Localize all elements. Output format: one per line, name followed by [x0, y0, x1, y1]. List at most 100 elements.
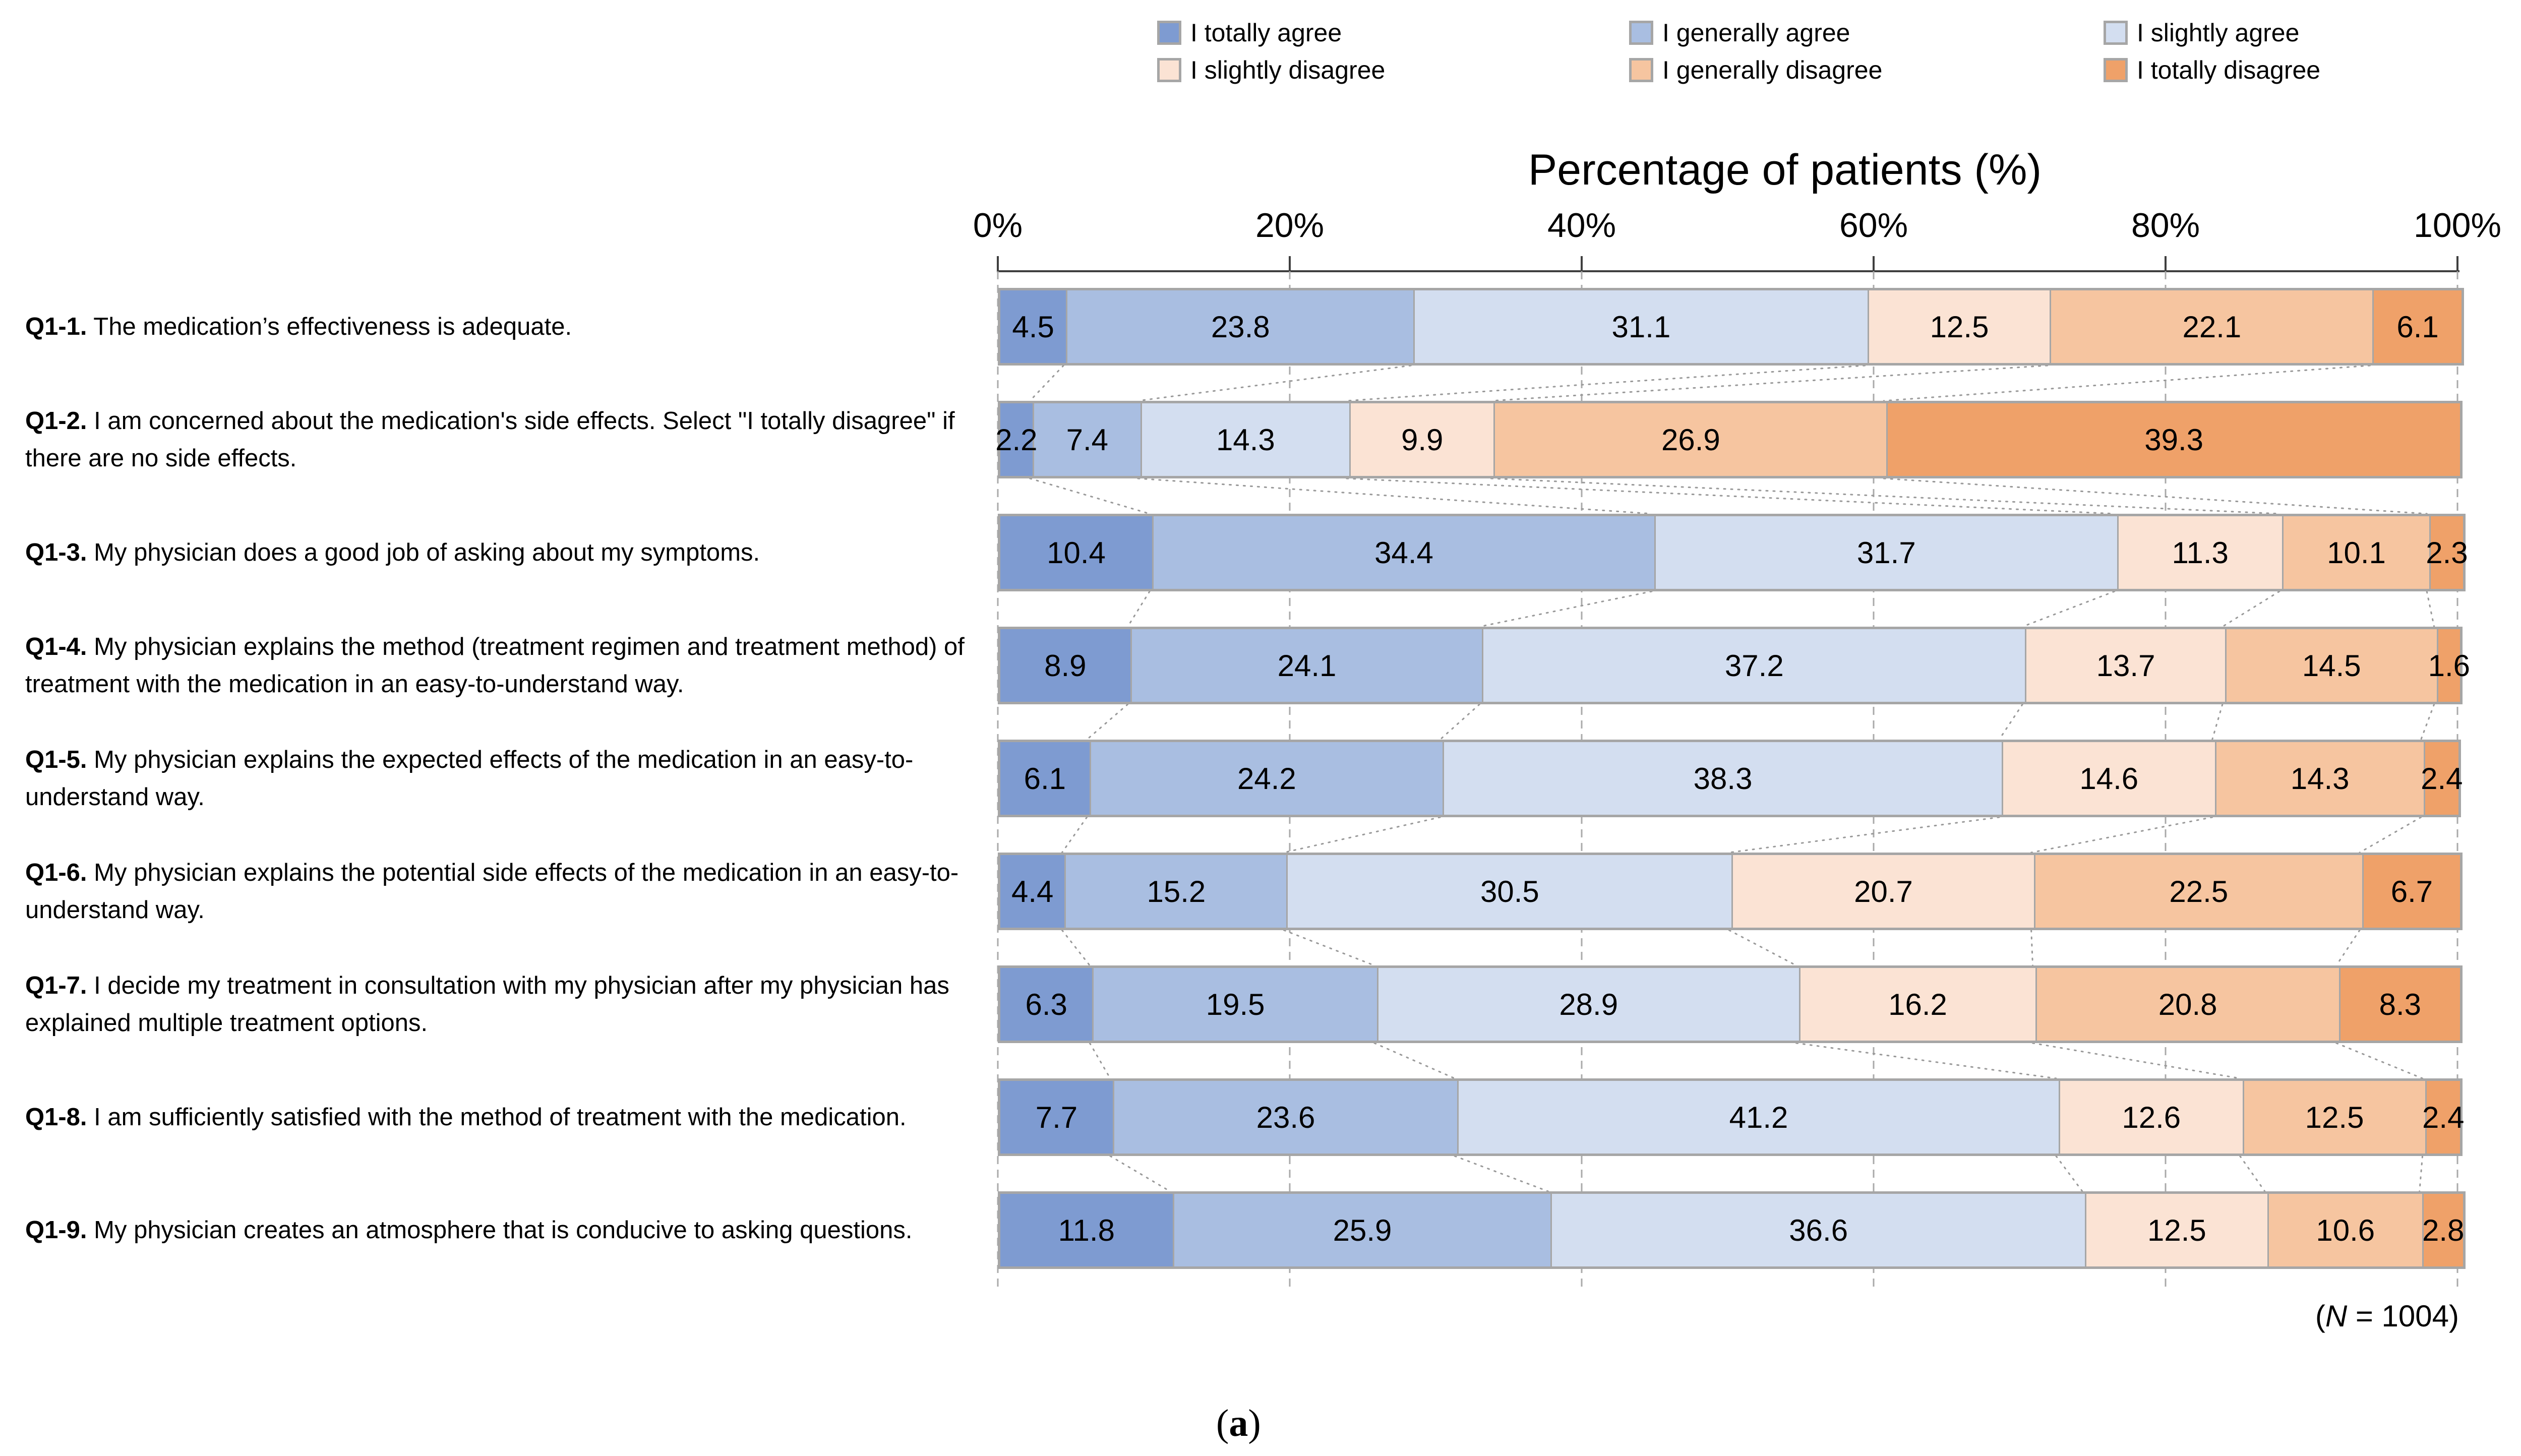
bar-value-label: 31.7: [1856, 535, 1916, 570]
stacked-bar: 6.3 19.5 28.9 16.2 20.8 8.3: [998, 965, 2463, 1043]
series-connector-line: [2030, 816, 2213, 854]
stacked-bar: 8.9 24.1 37.2 13.7 14.5 1.6: [998, 627, 2470, 704]
bar-value-label: 12.6: [2122, 1100, 2181, 1134]
bar-segment: 13.7: [2025, 629, 2225, 702]
note-rest: = 1004): [2347, 1299, 2459, 1333]
bar-segment: 2.4: [2421, 742, 2463, 815]
bar-value-label: 10.1: [2327, 535, 2386, 570]
x-axis-tick-label: 0%: [973, 206, 1023, 245]
legend-swatch-icon: [2104, 21, 2128, 45]
question-label-prefix: Q1-2.: [25, 407, 87, 435]
bar-segment: 16.2: [1798, 968, 2035, 1041]
bar-segment: 19.5: [1092, 968, 1377, 1041]
bar-segment: 36.6: [1550, 1194, 2085, 1266]
series-connector-line: [1283, 929, 1375, 966]
bar-segment: 37.2: [1482, 629, 2025, 702]
note-open: (: [2315, 1299, 2325, 1333]
series-connector-line: [2030, 929, 2034, 966]
bar-segment: 14.5: [2225, 629, 2437, 702]
series-connector-line: [1137, 365, 1412, 402]
bar-value-label: 31.1: [1611, 310, 1671, 344]
bar-value-label: 2.2: [995, 422, 1038, 457]
legend-swatch-icon: [1629, 58, 1653, 82]
series-connector-line: [1490, 365, 2049, 402]
legend-item-2: I generally agree: [1629, 17, 1850, 48]
bar-segment: 8.9: [1000, 629, 1130, 702]
bar-segment: 2.3: [2426, 516, 2468, 589]
bar-segment: 7.7: [1000, 1081, 1113, 1154]
stacked-bar: 4.5 23.8 31.1 12.5 22.1 6.1: [998, 288, 2464, 366]
bar-segment: 1.6: [2428, 629, 2470, 702]
bar-segment: 10.6: [2267, 1194, 2422, 1266]
series-connector-line: [1883, 365, 2371, 402]
bar-value-label: 14.6: [2079, 761, 2139, 796]
bar-value-label: 19.5: [1206, 987, 1265, 1021]
x-axis-tick-mark: [2456, 256, 2458, 271]
bar-value-label: 28.9: [1559, 987, 1618, 1021]
bar-value-label: 6.7: [2390, 874, 2433, 908]
bar-segment: 41.2: [1457, 1081, 2059, 1154]
series-connector-line: [2359, 816, 2422, 854]
legend-label: I generally agree: [1662, 19, 1850, 47]
bar-segment: 4.5: [1000, 290, 1066, 363]
bar-segment: 11.3: [2117, 516, 2282, 589]
bar-segment: 6.3: [1000, 968, 1093, 1041]
bar-value-label: 11.3: [2172, 535, 2229, 570]
bar-value-label: 24.1: [1277, 648, 1337, 683]
x-axis-tick-label: 100%: [2414, 206, 2501, 245]
stacked-bar: 7.7 23.6 41.2 12.6 12.5 2.4: [998, 1078, 2464, 1156]
bar-value-label: 22.5: [2169, 874, 2229, 908]
bar-value-label: 10.6: [2316, 1213, 2375, 1247]
question-label: Q1-7. I decide my treatment in consultat…: [25, 972, 949, 1037]
bar-segment: 22.5: [2033, 855, 2362, 928]
bar-segment: 2.8: [2422, 1194, 2465, 1266]
question-label-prefix: Q1-6.: [25, 859, 87, 886]
question-label: Q1-9. My physician creates an atmosphere…: [25, 1217, 913, 1244]
bar-segment: 15.2: [1064, 855, 1287, 928]
bar-value-label: 25.9: [1333, 1213, 1392, 1247]
series-connector-line: [2032, 1042, 2241, 1079]
bar-segment: 10.1: [2282, 516, 2430, 589]
bar-segment: 7.4: [1032, 403, 1141, 476]
bar-value-label: 6.1: [2396, 310, 2439, 344]
bar-segment: 20.8: [2035, 968, 2339, 1041]
series-connector-line: [1478, 590, 1653, 628]
bar-segment: 14.3: [1140, 403, 1349, 476]
bar-value-label: 34.4: [1374, 535, 1433, 570]
bar-segment: 38.3: [1443, 742, 2002, 815]
sample-size-note: (N = 1004): [2315, 1299, 2459, 1333]
series-connector-line: [1998, 703, 2023, 741]
question-label: Q1-8. I am sufficiently satisfied with t…: [25, 1104, 907, 1131]
x-axis-line: [997, 270, 2459, 272]
bar-value-label: 36.6: [1789, 1213, 1848, 1247]
x-axis-tick-mark: [1289, 256, 1291, 271]
legend-label: I slightly disagree: [1190, 56, 1386, 84]
bar-segment: 11.8: [1000, 1194, 1173, 1266]
bar-value-label: 4.5: [1012, 310, 1054, 344]
question-label: Q1-4. My physician explains the method (…: [25, 633, 965, 698]
series-connector-line: [2335, 1042, 2424, 1079]
bar-value-label: 2.8: [2422, 1213, 2465, 1247]
stacked-bar: 4.4 15.2 30.5 20.7 22.5 6.7: [998, 853, 2463, 930]
series-connector-line: [1728, 816, 2000, 854]
bar-value-label: 4.4: [1011, 874, 1054, 908]
x-axis-tick-label: 80%: [2131, 206, 2200, 245]
bar-value-label: 2.4: [2421, 761, 2463, 796]
stacked-bar: 10.4 34.4 31.7 11.3 10.1 2.3: [998, 514, 2468, 591]
caption-open: (: [1216, 1402, 1229, 1444]
series-connector-line: [1061, 816, 1088, 854]
bar-value-label: 20.7: [1854, 874, 1913, 908]
question-label-prefix: Q1-3.: [25, 539, 87, 566]
series-connector-line: [2335, 929, 2361, 966]
x-axis-tick-label: 60%: [1839, 206, 1908, 245]
legend-item-1: I totally agree: [1157, 17, 1342, 48]
bar-value-label: 9.9: [1401, 422, 1444, 457]
caption-letter: a: [1229, 1402, 1248, 1444]
bar-value-label: 16.2: [1888, 987, 1947, 1021]
x-axis-tick-mark: [1581, 256, 1583, 271]
bar-value-label: 6.1: [1024, 761, 1066, 796]
bar-value-label: 37.2: [1724, 648, 1784, 683]
question-label-prefix: Q1-7.: [25, 972, 87, 999]
bar-value-label: 38.3: [1693, 761, 1753, 796]
bar-value-label: 15.2: [1147, 874, 1206, 908]
